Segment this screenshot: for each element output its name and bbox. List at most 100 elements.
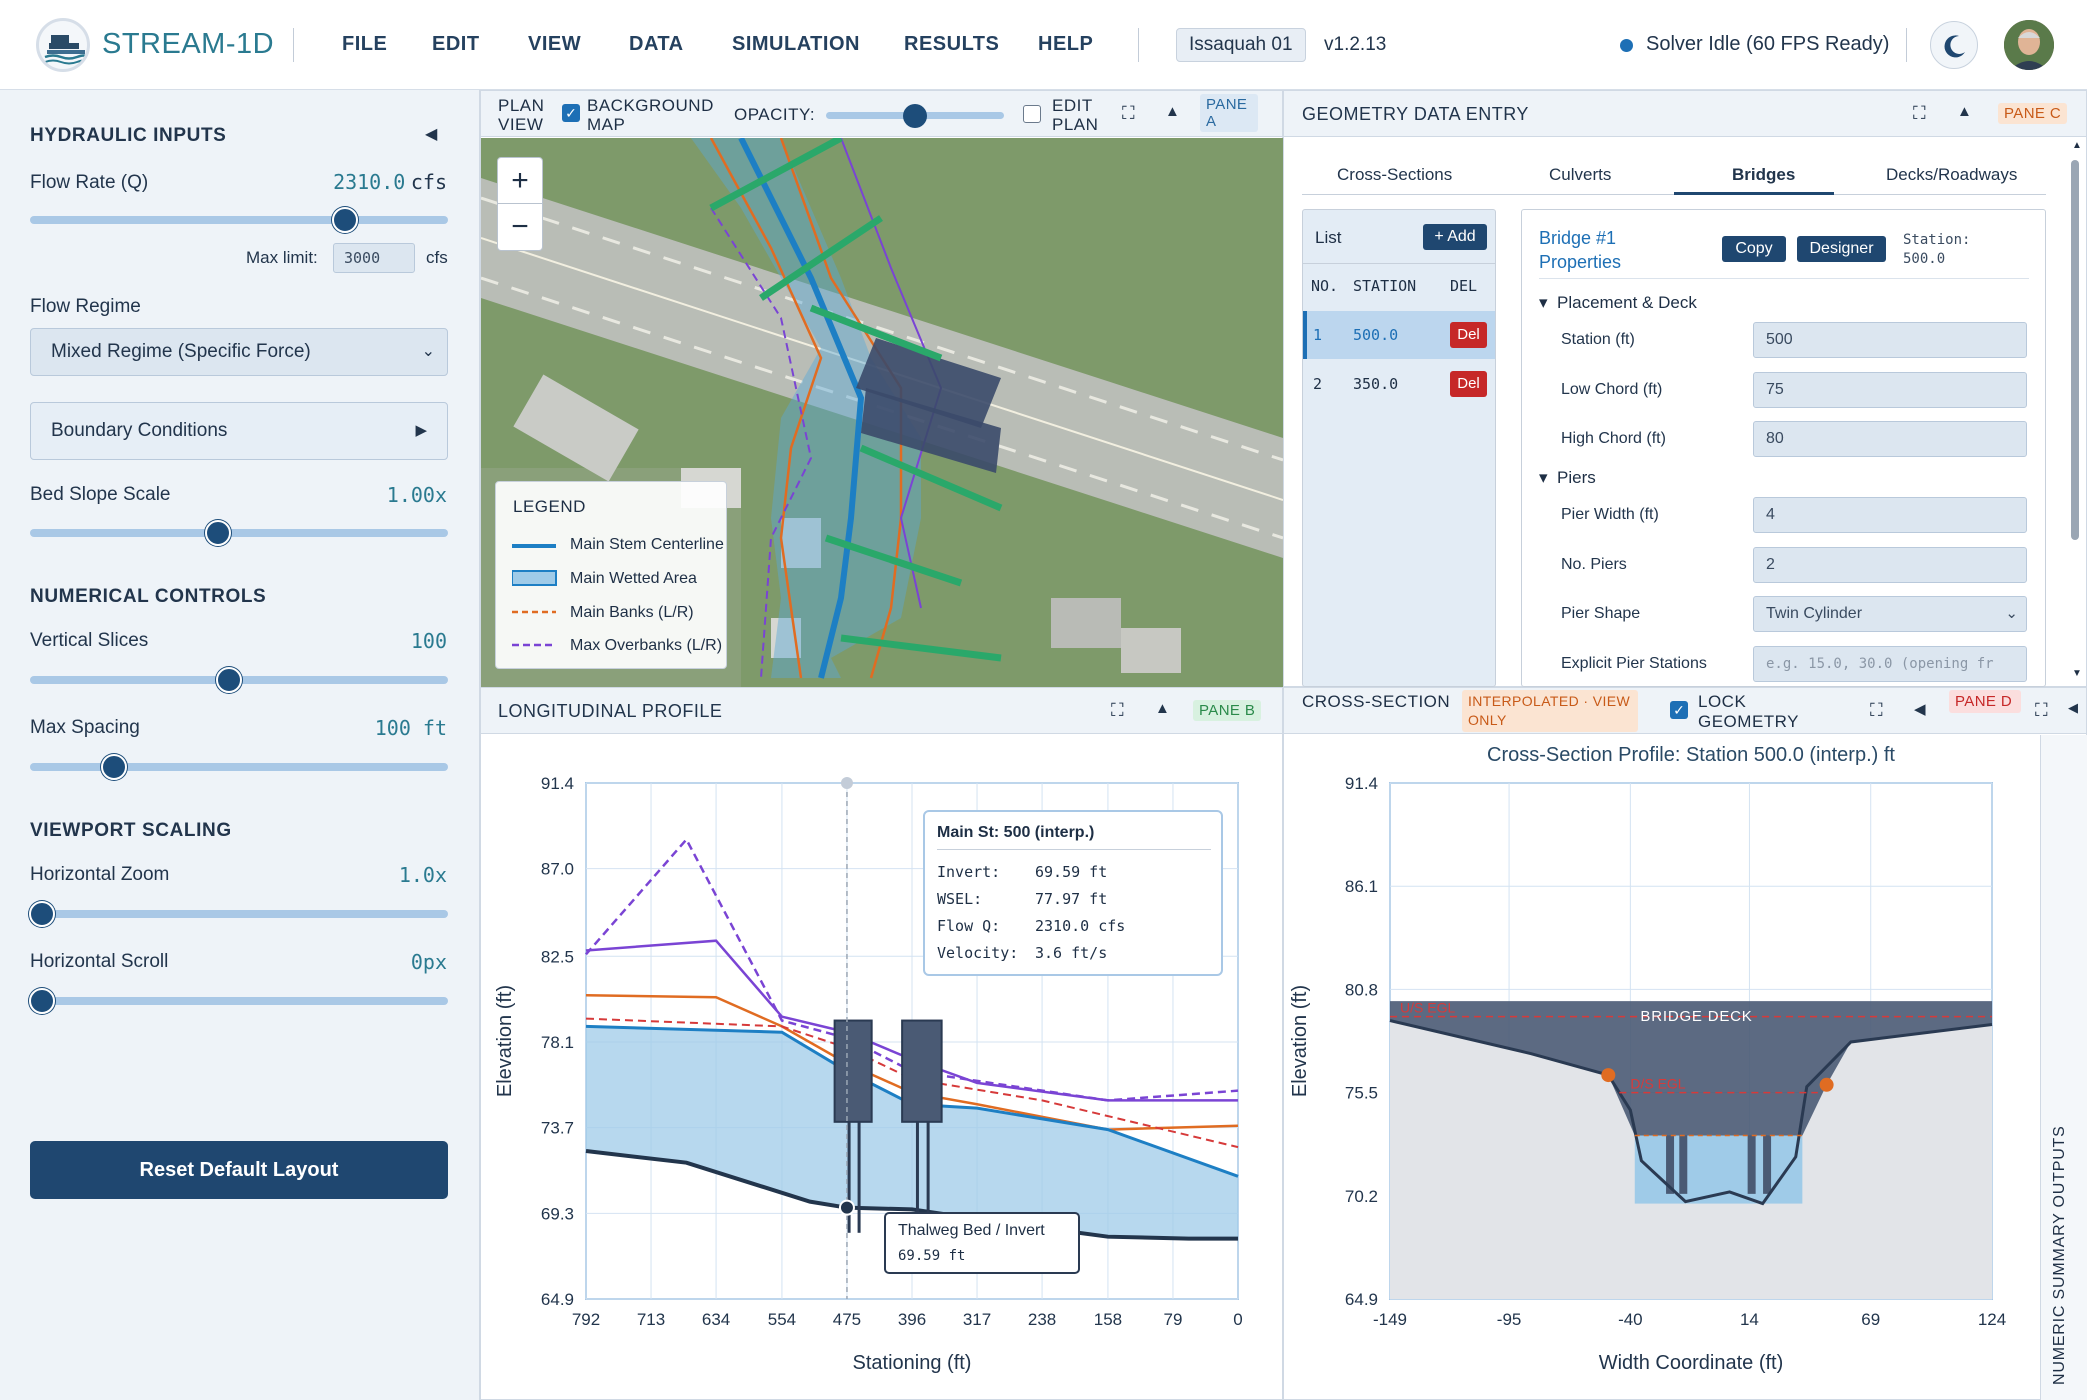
menu-simulation[interactable]: SIMULATION bbox=[732, 33, 860, 55]
horizontal-zoom-slider-thumb[interactable] bbox=[29, 901, 55, 927]
scroll-down-icon[interactable]: ▼ bbox=[2072, 668, 2082, 679]
fullscreen-icon[interactable]: ⛶ bbox=[1122, 103, 1135, 123]
no-piers-field[interactable]: 2 bbox=[1753, 547, 2027, 583]
tab-cross-sections[interactable]: Cross-Sections bbox=[1337, 165, 1453, 184]
collapse-up-icon[interactable]: ▲ bbox=[1165, 103, 1180, 120]
flow-rate-slider[interactable] bbox=[30, 216, 448, 224]
high-chord-field[interactable]: 80 bbox=[1753, 421, 2027, 457]
fullscreen-icon[interactable]: ⛶ bbox=[1111, 700, 1124, 720]
horizontal-zoom-slider[interactable] bbox=[30, 910, 448, 918]
cross-section-pane: CROSS-SECTION INTERPOLATED · VIEW ONLY ✓… bbox=[1283, 687, 2087, 1400]
horizontal-scroll-slider[interactable] bbox=[30, 997, 448, 1005]
menu-file[interactable]: FILE bbox=[342, 33, 388, 55]
summary-side-tab[interactable]: NUMERIC SUMMARY OUTPUTS bbox=[2040, 735, 2087, 1400]
flow-rate-slider-thumb[interactable] bbox=[332, 207, 358, 233]
low-chord-field[interactable]: 75 bbox=[1753, 372, 2027, 408]
bridge-pier bbox=[847, 1121, 851, 1233]
lock-geometry-checkbox[interactable]: ✓ bbox=[1670, 701, 1688, 719]
cross-section-chart[interactable]: Cross-Section Profile: Station 500.0 (in… bbox=[1284, 735, 2039, 1400]
delete-row-button[interactable]: Del bbox=[1450, 371, 1487, 397]
menu-edit[interactable]: EDIT bbox=[432, 33, 480, 55]
bed-slope-slider[interactable] bbox=[30, 529, 448, 537]
chevron-down-icon: ⌄ bbox=[2005, 605, 2018, 622]
plan-view-pane: PLAN VIEW ✓ BACKGROUND MAP OPACITY: EDIT… bbox=[480, 90, 1283, 687]
zoom-in-button[interactable]: + bbox=[498, 158, 542, 204]
version-label: v1.2.13 bbox=[1324, 34, 1387, 55]
edit-plan-checkbox[interactable] bbox=[1023, 105, 1041, 123]
pier-shape-value: Twin Cylinder bbox=[1766, 605, 1863, 622]
y-tick-label: 70.2 bbox=[1345, 1187, 1378, 1206]
tab-culverts[interactable]: Culverts bbox=[1549, 165, 1612, 184]
zoom-control: + − bbox=[497, 157, 543, 251]
pane-c-badge: PANE C bbox=[1998, 103, 2068, 124]
user-avatar[interactable] bbox=[2004, 20, 2054, 70]
table-row[interactable]: 1 500.0 Del bbox=[1303, 311, 1495, 359]
low-chord-label: Low Chord (ft) bbox=[1561, 381, 1663, 398]
ground-fill bbox=[1390, 1020, 1992, 1299]
x-tick-label: 396 bbox=[898, 1310, 926, 1329]
designer-button[interactable]: Designer bbox=[1797, 236, 1886, 262]
tab-bridges[interactable]: Bridges bbox=[1732, 165, 1796, 184]
collapse-left-icon[interactable]: ◀ bbox=[2068, 700, 2078, 715]
add-bridge-button[interactable]: + Add bbox=[1423, 224, 1487, 250]
y-tick-label: 87.0 bbox=[541, 860, 574, 879]
delete-row-button[interactable]: Del bbox=[1450, 322, 1487, 348]
max-limit-input[interactable]: 3000 bbox=[333, 243, 415, 273]
project-selector[interactable]: Issaquah 01 bbox=[1176, 28, 1306, 62]
zoom-out-button[interactable]: − bbox=[511, 210, 529, 243]
collapse-left-icon[interactable]: ◀ bbox=[1914, 701, 1926, 718]
dark-mode-toggle[interactable] bbox=[1930, 21, 1978, 69]
legend-title: LEGEND bbox=[513, 497, 586, 516]
properties-title: Bridge #1 Properties bbox=[1539, 226, 1621, 274]
station-field[interactable]: 500 bbox=[1753, 322, 2027, 358]
reset-layout-button[interactable]: Reset Default Layout bbox=[30, 1141, 448, 1199]
legend-swatches bbox=[512, 544, 557, 647]
opacity-slider-thumb[interactable] bbox=[903, 104, 927, 128]
max-limit-unit: cfs bbox=[426, 248, 448, 267]
menu-data[interactable]: DATA bbox=[629, 33, 684, 55]
fullscreen-icon[interactable]: ⛶ bbox=[1913, 103, 1926, 123]
fullscreen-icon[interactable]: ⛶ bbox=[1870, 700, 1883, 720]
menu-help[interactable]: HELP bbox=[1038, 33, 1094, 55]
menu-view[interactable]: VIEW bbox=[528, 33, 582, 55]
menu-results[interactable]: RESULTS bbox=[904, 33, 1000, 55]
x-tick-label: 238 bbox=[1028, 1310, 1056, 1329]
fullscreen-icon[interactable]: ⛶ bbox=[2035, 700, 2048, 720]
bridge-deck-label: BRIDGE DECK bbox=[1640, 1008, 1752, 1025]
max-spacing-slider-thumb[interactable] bbox=[101, 754, 127, 780]
tab-decks-roadways[interactable]: Decks/Roadways bbox=[1886, 165, 2018, 184]
list-title: List bbox=[1315, 228, 1342, 247]
collapse-up-icon[interactable]: ▲ bbox=[1957, 103, 1972, 120]
horizontal-scroll-slider-thumb[interactable] bbox=[29, 988, 55, 1014]
explicit-stations-field[interactable]: e.g. 15.0, 30.0 (opening fr bbox=[1753, 646, 2027, 682]
row-no: 1 bbox=[1313, 326, 1323, 344]
cursor-handle bbox=[840, 777, 853, 789]
geometry-data-title: GEOMETRY DATA ENTRY bbox=[1302, 104, 1529, 124]
water-area bbox=[586, 1026, 1238, 1239]
pier-shape-select[interactable]: Twin Cylinder ⌄ bbox=[1753, 596, 2027, 632]
pier-width-field[interactable]: 4 bbox=[1753, 497, 2027, 533]
bed-slope-slider-thumb[interactable] bbox=[205, 520, 231, 546]
vertical-slices-slider-thumb[interactable] bbox=[216, 667, 242, 693]
collapse-panel-icon[interactable]: ◀ bbox=[425, 126, 438, 143]
scrollbar[interactable]: ▲ ▼ bbox=[2068, 140, 2082, 685]
x-tick-label: 69 bbox=[1861, 1310, 1880, 1329]
piers-section-toggle[interactable]: ▾ Piers bbox=[1539, 468, 1596, 488]
y-tick-label: 91.4 bbox=[541, 774, 574, 793]
bridge-pier bbox=[1747, 1135, 1756, 1194]
max-spacing-slider[interactable] bbox=[30, 763, 448, 771]
cross-section-title: CROSS-SECTION bbox=[1302, 692, 1602, 712]
collapse-up-icon[interactable]: ▲ bbox=[1155, 700, 1170, 717]
copy-button[interactable]: Copy bbox=[1722, 236, 1786, 262]
table-row[interactable]: 2 350.0 Del bbox=[1303, 360, 1495, 408]
bridge-deck-block bbox=[901, 1019, 943, 1123]
placement-section-toggle[interactable]: ▾ Placement & Deck bbox=[1539, 293, 1697, 313]
background-map-checkbox[interactable]: ✓ bbox=[562, 104, 580, 122]
boundary-conditions-toggle[interactable]: Boundary Conditions ▶ bbox=[30, 402, 448, 460]
viewport-scaling-title: VIEWPORT SCALING bbox=[30, 820, 232, 841]
tooltip-key: Flow Q: bbox=[937, 917, 1001, 935]
scrollbar-thumb[interactable] bbox=[2071, 160, 2079, 540]
scroll-up-icon[interactable]: ▲ bbox=[2072, 140, 2082, 151]
plan-view-header: PLAN VIEW ✓ BACKGROUND MAP OPACITY: EDIT… bbox=[481, 91, 1282, 137]
flow-regime-select[interactable]: Mixed Regime (Specific Force) ⌄ bbox=[30, 328, 448, 376]
